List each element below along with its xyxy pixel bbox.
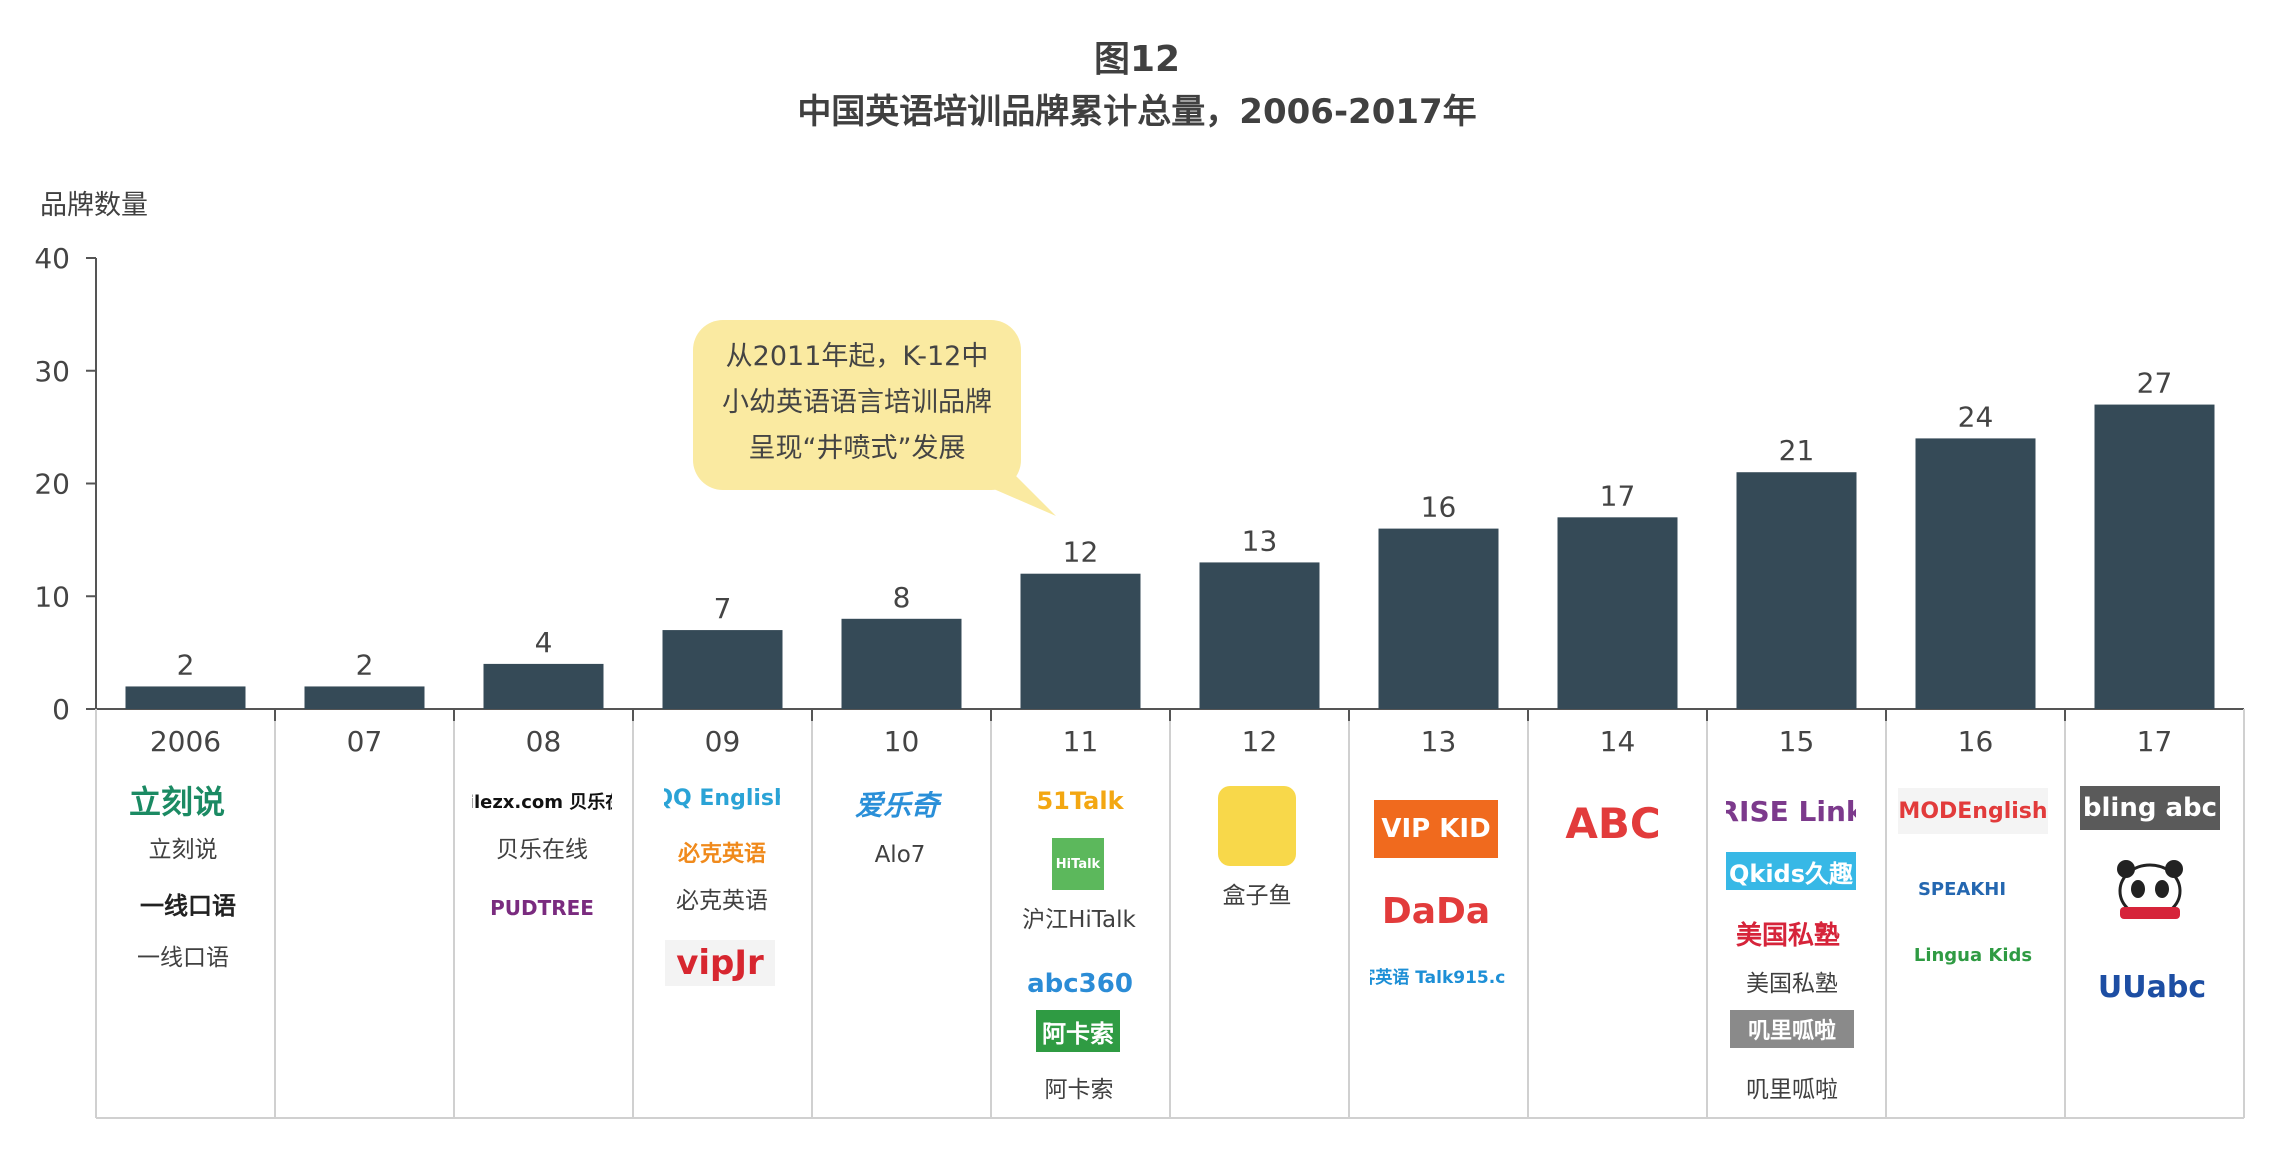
- data-label-2006: 2: [177, 648, 195, 681]
- data-label-07: 2: [356, 648, 374, 681]
- x-tick-label-15: 15: [1779, 725, 1815, 758]
- callout-bubble: [693, 320, 1021, 490]
- x-tick-label-2006: 2006: [150, 725, 221, 758]
- bar-10: [841, 618, 962, 709]
- data-label-11: 12: [1063, 536, 1099, 569]
- data-label-15: 21: [1779, 434, 1815, 467]
- data-label-16: 24: [1958, 400, 1994, 433]
- bar-16: [1915, 438, 2036, 709]
- bar-14: [1557, 517, 1678, 709]
- data-label-10: 8: [893, 581, 911, 614]
- y-tick-label: 20: [34, 468, 70, 501]
- y-tick-label: 10: [34, 580, 70, 613]
- bar-08: [483, 663, 604, 709]
- data-label-12: 13: [1242, 524, 1278, 557]
- y-tick-label: 0: [52, 693, 70, 726]
- x-tick-label-09: 09: [705, 725, 741, 758]
- bar-13: [1378, 528, 1499, 709]
- bar-12: [1199, 562, 1320, 709]
- bar-11: [1020, 573, 1141, 709]
- x-tick-label-12: 12: [1242, 725, 1278, 758]
- data-label-13: 16: [1421, 491, 1457, 524]
- bar-09: [662, 630, 783, 709]
- callout-line-2: 小幼英语语言培训品牌: [722, 387, 992, 418]
- data-label-09: 7: [714, 592, 732, 625]
- x-tick-label-07: 07: [347, 725, 383, 758]
- x-tick-label-08: 08: [526, 725, 562, 758]
- bar-17: [2094, 404, 2215, 709]
- bar-2006: [125, 686, 246, 709]
- x-tick-label-14: 14: [1600, 725, 1636, 758]
- callout-line-3: 呈现“井喷式”发展: [748, 433, 966, 464]
- chart-title: 中国英语培训品牌累计总量，2006-2017年: [797, 92, 1477, 132]
- y-tick-label: 30: [34, 355, 70, 388]
- x-tick-label-13: 13: [1421, 725, 1457, 758]
- x-tick-label-17: 17: [2137, 725, 2173, 758]
- y-axis-title: 品牌数量: [40, 190, 148, 221]
- bar-07: [304, 686, 425, 709]
- callout-text: 从2011年起，K-12中 小幼英语语言培训品牌 呈现“井喷式”发展: [693, 334, 1021, 472]
- bar-15: [1736, 472, 1857, 709]
- callout-line-1: 从2011年起，K-12中: [725, 341, 989, 372]
- y-tick-label: 40: [34, 242, 70, 275]
- x-tick-label-10: 10: [884, 725, 920, 758]
- x-tick-label-11: 11: [1063, 725, 1099, 758]
- data-label-17: 27: [2137, 367, 2173, 400]
- x-tick-label-16: 16: [1958, 725, 1994, 758]
- data-label-08: 4: [535, 626, 553, 659]
- data-label-14: 17: [1600, 479, 1636, 512]
- figure-label: 图12: [1093, 39, 1181, 80]
